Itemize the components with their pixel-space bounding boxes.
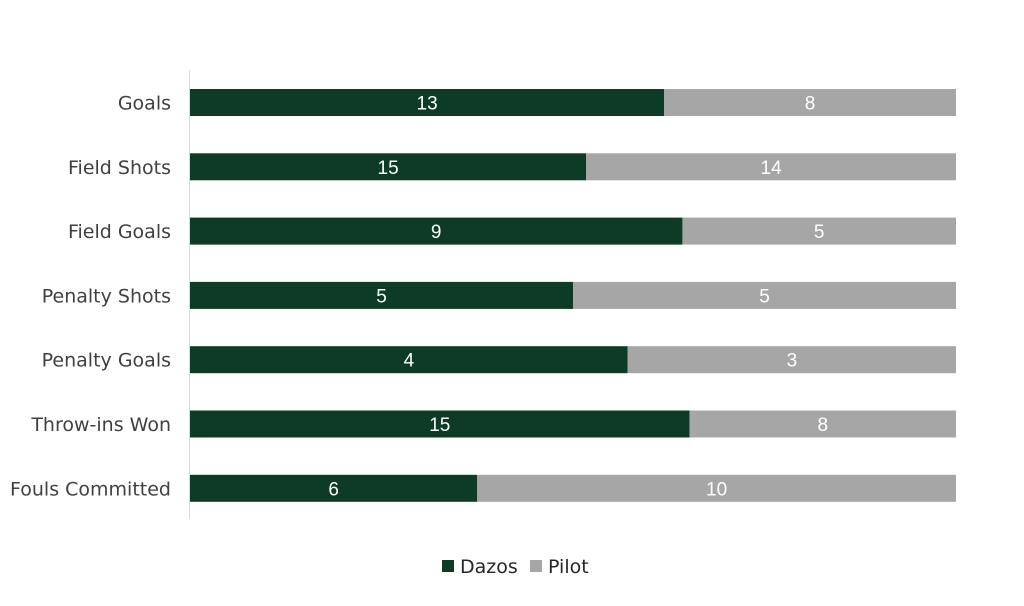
category-label: Goals (118, 93, 171, 115)
legend-swatch-series-1 (530, 560, 542, 572)
data-label: 15 (429, 415, 450, 436)
data-label: 14 (761, 158, 783, 179)
bar-segment-dazos (190, 153, 587, 181)
category-label: Penalty Shots (42, 285, 171, 307)
legend-label-series-1: Pilot (548, 556, 589, 578)
bar-segment-dazos (190, 89, 665, 116)
data-label: 15 (378, 158, 399, 179)
category-label: Penalty Goals (42, 350, 171, 372)
data-label: 8 (805, 94, 816, 115)
bar-segment-dazos (190, 281, 573, 309)
bar-segment-pilot (573, 281, 956, 309)
data-label: 8 (817, 415, 828, 436)
bar-segment-pilot (689, 410, 956, 438)
legend-swatch-series-0 (442, 560, 454, 572)
legend: Dazos Pilot (442, 556, 589, 578)
data-label: 5 (814, 222, 825, 243)
data-label: 6 (328, 479, 339, 500)
category-label: Fouls Committed (10, 478, 171, 500)
bar-segment-pilot (664, 89, 956, 116)
data-label: 3 (787, 351, 798, 372)
bar-segment-dazos (190, 217, 683, 245)
data-label: 9 (431, 222, 442, 243)
category-labels: Goals Field Shots Field Goals Penalty Shots… (10, 93, 171, 501)
bar-segment-dazos (190, 474, 478, 502)
category-label: Field Goals (68, 221, 171, 243)
data-label: 5 (759, 286, 770, 307)
data-label: 10 (706, 479, 727, 500)
legend-label-series-0: Dazos (460, 556, 518, 578)
bar-segment-dazos (190, 410, 690, 438)
bar-segment-pilot (477, 474, 956, 502)
category-label: Throw-ins Won (30, 414, 171, 436)
data-label: 5 (376, 286, 387, 307)
bars-group (190, 89, 956, 502)
bar-segment-dazos (190, 346, 628, 374)
bar-segment-pilot (627, 346, 956, 374)
bar-segment-pilot (682, 217, 956, 245)
category-label: Field Shots (68, 157, 171, 179)
bar-segment-pilot (586, 153, 956, 181)
data-label: 4 (404, 351, 415, 372)
data-labels: 13 8 15 14 9 5 5 5 4 3 15 8 6 10 (328, 94, 828, 501)
data-label: 13 (417, 94, 438, 115)
